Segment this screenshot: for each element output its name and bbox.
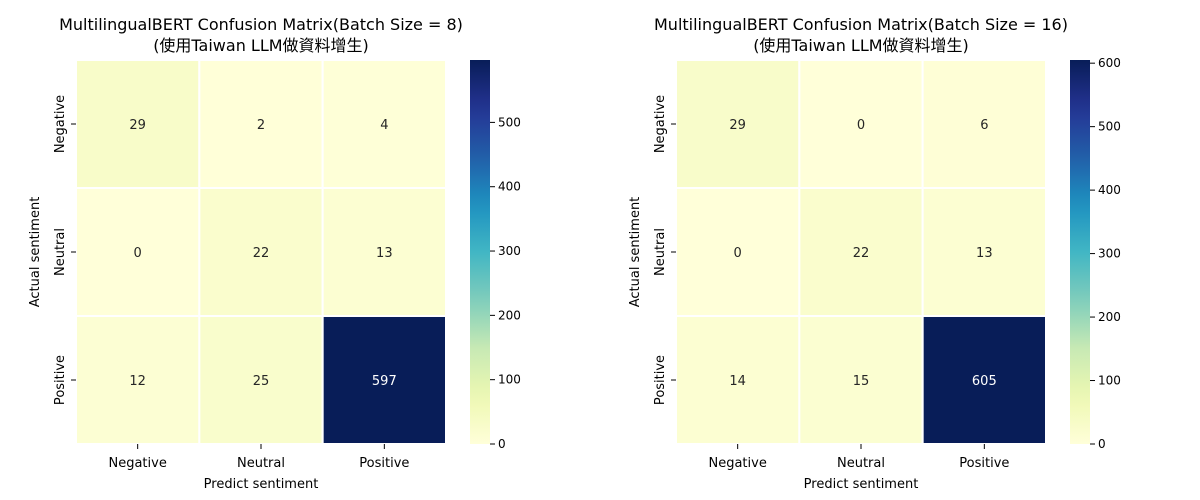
heatmap-cell [675,59,801,189]
heatmap-cell [321,59,447,189]
y-tick-label: Negative [653,95,668,153]
y-axis-label: Actual sentiment [28,197,43,308]
x-axis-label: Predict sentiment [204,477,319,492]
colorbar-tick-label: 200 [498,308,521,322]
colorbar-tick-label: 100 [1098,374,1121,388]
x-tick-label: Neutral [237,456,285,471]
colorbar-tick-label: 300 [1098,247,1121,261]
cell-value-label: 6 [980,118,988,133]
cell-value-label: 22 [253,246,270,261]
colorbar-tick-label: 600 [1098,56,1121,70]
y-tick-label: Neutral [53,228,68,276]
cell-value-label: 29 [729,118,746,133]
x-tick-label: Negative [708,456,766,471]
heatmap-cell [198,59,324,189]
cell-value-label: 0 [134,246,142,261]
heatmap-cell [75,59,201,189]
colorbar-tick-label: 400 [1098,183,1121,197]
colorbar-2 [1070,60,1090,444]
cell-value-label: 605 [972,374,997,389]
heatmap-panel-1: MultilingualBERT Confusion Matrix(Batch … [28,15,521,492]
heatmap-cell [75,187,201,317]
y-axis-label: Actual sentiment [628,197,643,308]
heatmap-panel-2: MultilingualBERT Confusion Matrix(Batch … [628,15,1121,492]
heatmap-cell [798,315,924,445]
cell-value-label: 29 [129,118,146,133]
cell-value-label: 597 [372,374,397,389]
colorbar-tick-label: 500 [1098,120,1121,134]
x-tick-label: Negative [108,456,166,471]
heatmap-cell [321,187,447,317]
colorbar-tick-label: 200 [1098,310,1121,324]
chart-title-2: MultilingualBERT Confusion Matrix(Batch … [654,15,1068,34]
heatmap-cell [921,315,1048,445]
cell-value-label: 14 [729,374,746,389]
y-tick-label: Neutral [653,228,668,276]
y-tick-label: Positive [53,355,68,405]
x-tick-label: Positive [959,456,1009,471]
y-tick-label: Positive [653,355,668,405]
chart-title-1: MultilingualBERT Confusion Matrix(Batch … [59,15,463,34]
chart-subtitle-1: (使用Taiwan LLM做資料增生) [153,36,369,55]
cell-value-label: 12 [129,374,146,389]
y-tick-label: Negative [53,95,68,153]
cell-value-label: 4 [380,118,388,133]
x-tick-label: Positive [359,456,409,471]
heatmap-cell [675,315,801,445]
cell-value-label: 13 [976,246,993,261]
colorbar-tick-label: 300 [498,244,521,258]
colorbar-tick-label: 0 [1098,437,1106,451]
heatmap-cell [798,59,924,189]
colorbar-1 [470,60,490,444]
colorbar-tick-label: 400 [498,180,521,194]
x-axis-label: Predict sentiment [804,477,919,492]
colorbar-tick-label: 500 [498,115,521,129]
colorbar-tick-label: 100 [498,373,521,387]
cell-value-label: 2 [257,118,265,133]
cell-value-label: 13 [376,246,393,261]
heatmap-cell [921,59,1048,189]
cell-value-label: 25 [253,374,270,389]
cell-value-label: 22 [853,246,870,261]
heatmap-cell [198,315,324,445]
cell-value-label: 0 [734,246,742,261]
chart-subtitle-2: (使用Taiwan LLM做資料增生) [753,36,969,55]
x-tick-label: Neutral [837,456,885,471]
cell-value-label: 15 [853,374,870,389]
cell-value-label: 0 [857,118,865,133]
colorbar-tick-label: 0 [498,437,506,451]
